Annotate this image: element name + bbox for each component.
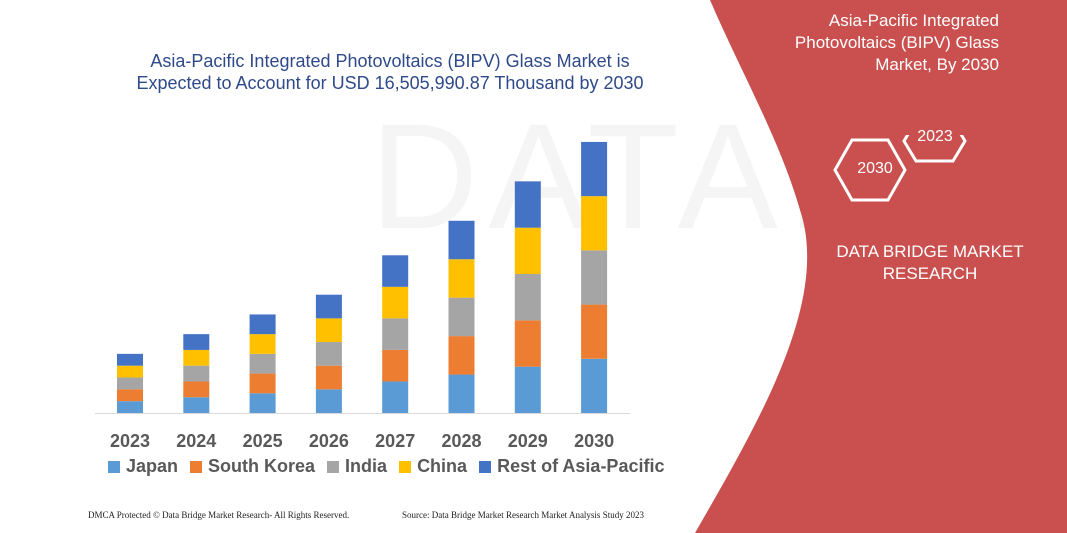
bar-segment [117, 353, 143, 366]
legend-item: Rest of Asia-Pacific [479, 456, 664, 477]
bar-segment [315, 294, 342, 319]
legend-label: South Korea [208, 456, 316, 476]
bar-segment [117, 377, 143, 390]
bar-segment [581, 196, 608, 251]
bar-segment [382, 381, 409, 413]
x-tick-label: 2028 [441, 431, 481, 451]
bar-segment [514, 366, 541, 413]
bar-segment [448, 374, 475, 413]
bar-segment [382, 286, 409, 319]
bar-segment [249, 353, 276, 374]
legend-item: China [399, 456, 467, 477]
chart-plot: 2023 2024 2025 2026 2027 2028 2029 2030 [95, 141, 630, 451]
bar-segment [448, 297, 475, 337]
x-tick-label: 2025 [243, 431, 283, 451]
bar-segment [514, 274, 541, 321]
bar-segment [315, 318, 342, 343]
x-tick-label: 2030 [574, 431, 614, 451]
bar-segment [514, 181, 541, 228]
bar-segment [581, 141, 608, 197]
legend-label: India [345, 456, 388, 476]
x-tick-label: 2024 [176, 431, 216, 451]
bar-segment [382, 255, 409, 287]
chart-title: Asia-Pacific Integrated Photovoltaics (B… [136, 51, 644, 93]
bar-segment [514, 320, 541, 367]
legend-label: Rest of Asia-Pacific [497, 456, 665, 476]
hex-label-2030: 2030 [857, 160, 893, 177]
bar-segment [315, 365, 342, 390]
bar-segment [382, 318, 409, 350]
bar-segment [249, 373, 276, 394]
legend-label: China [417, 456, 468, 476]
legend-swatch [479, 460, 492, 473]
legend: Japan South Korea India China Rest of Asia-P… [108, 456, 664, 477]
legend-swatch [399, 460, 412, 473]
legend-item: Japan [108, 456, 178, 477]
bar-segment [183, 381, 210, 398]
legend-swatch [108, 460, 120, 473]
bar-segment [448, 259, 475, 298]
bar-segment [249, 314, 276, 335]
x-tick-label: 2029 [508, 431, 548, 451]
bar-segment [382, 349, 409, 382]
bar-segment [117, 389, 143, 402]
bar-segment [117, 401, 143, 413]
bar-segment [183, 365, 210, 382]
bar-segment [448, 220, 475, 260]
legend-label: Japan [126, 456, 179, 476]
footer-copyright: DMCA Protected © Data Bridge Market Rese… [88, 510, 350, 520]
bar-segment [581, 250, 608, 305]
bar-segment [117, 365, 143, 378]
bar-segment [581, 358, 608, 413]
x-tick-label: 2026 [309, 431, 349, 451]
bar-segment [249, 393, 276, 413]
legend-swatch [327, 460, 340, 473]
bar-segment [514, 227, 541, 275]
legend-item: India [327, 456, 387, 477]
bar-segment [448, 336, 475, 375]
brand-name: DATA BRIDGE MARKET RESEARCH [836, 242, 1024, 283]
bar-segment [315, 342, 342, 366]
footer-source: Source: Data Bridge Market Research Mark… [402, 510, 644, 520]
hex-label-2023: 2023 [917, 128, 953, 145]
bar-segment [581, 304, 608, 359]
panel-title: Asia-Pacific Integrated Photovoltaics (B… [794, 11, 999, 74]
bar-segment [249, 334, 276, 354]
bar-segment [183, 397, 210, 413]
bar-segment [183, 334, 210, 350]
hexagon-icons [833, 135, 967, 202]
legend-item: South Korea [190, 456, 315, 477]
bar-segment [183, 349, 210, 366]
x-tick-label: 2027 [375, 431, 415, 451]
bar-segment [315, 389, 342, 413]
x-tick-label: 2023 [110, 431, 150, 451]
legend-swatch [190, 460, 203, 473]
